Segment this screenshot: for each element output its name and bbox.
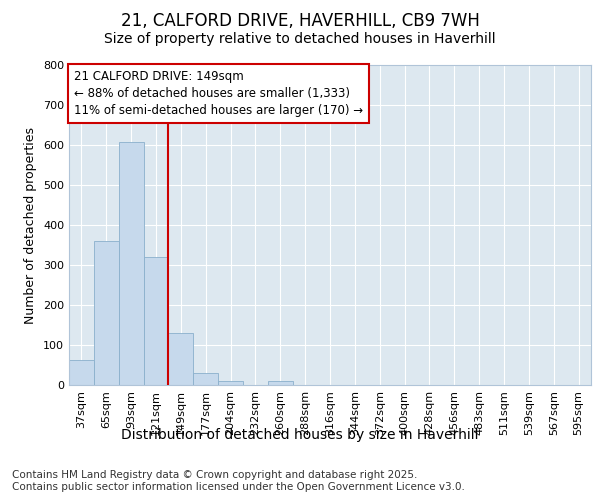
Bar [69,360,94,385]
Text: Distribution of detached houses by size in Haverhill: Distribution of detached houses by size … [121,428,479,442]
Bar [218,381,243,385]
Text: 21, CALFORD DRIVE, HAVERHILL, CB9 7WH: 21, CALFORD DRIVE, HAVERHILL, CB9 7WH [121,12,479,30]
Text: 21 CALFORD DRIVE: 149sqm
← 88% of detached houses are smaller (1,333)
11% of sem: 21 CALFORD DRIVE: 149sqm ← 88% of detach… [74,70,364,117]
Text: Contains HM Land Registry data © Crown copyright and database right 2025.
Contai: Contains HM Land Registry data © Crown c… [12,470,465,492]
Bar [193,373,218,385]
Text: Size of property relative to detached houses in Haverhill: Size of property relative to detached ho… [104,32,496,46]
Y-axis label: Number of detached properties: Number of detached properties [25,126,37,324]
Bar [143,257,169,385]
Bar [268,381,293,385]
Bar [119,142,143,385]
Bar [94,241,119,385]
Bar [169,333,193,385]
